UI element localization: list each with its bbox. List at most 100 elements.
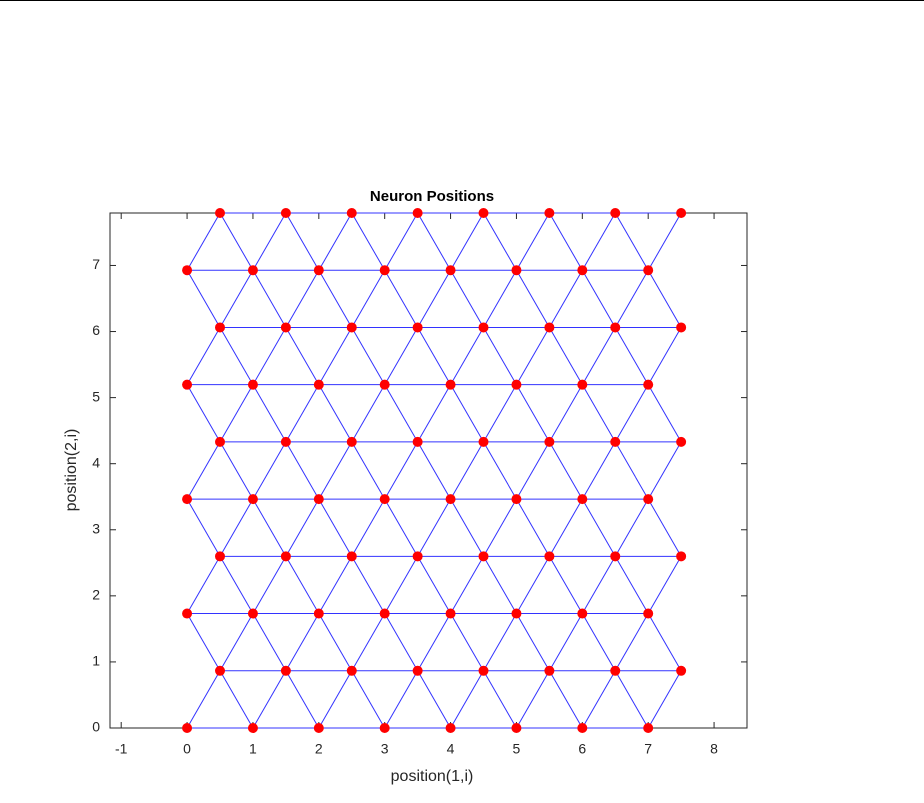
neighbor-link (318, 212, 353, 271)
neighbor-link (384, 384, 419, 443)
neuron (215, 665, 226, 676)
neighbor-link (351, 613, 386, 672)
neighbor-link (252, 441, 287, 500)
neuron (676, 436, 687, 447)
neuron (511, 494, 522, 505)
neuron (544, 208, 555, 218)
neighbor-link (417, 670, 452, 729)
neuron (511, 723, 522, 733)
neuron (379, 265, 390, 276)
neuron (577, 265, 588, 276)
neuron (346, 436, 357, 447)
neighbor-link (219, 212, 254, 271)
neighbor-link (417, 384, 452, 443)
neuron (313, 265, 324, 276)
neighbor-link (186, 327, 221, 385)
neighbor-link (417, 613, 452, 672)
y-tick-label: 4 (92, 454, 100, 470)
neighbor-link (548, 384, 583, 443)
neuron (215, 322, 226, 333)
neuron (412, 551, 423, 562)
plot-area (109, 212, 748, 729)
neighbor-link (483, 670, 517, 729)
neighbor-link (219, 670, 254, 729)
neighbor-link (252, 556, 287, 614)
neighbor-link (285, 212, 320, 271)
neuron (676, 322, 687, 333)
neuron (379, 494, 390, 505)
y-tick-label: 6 (92, 322, 100, 338)
neighbor-link (483, 269, 517, 328)
neighbor-link (647, 613, 682, 672)
neuron (478, 551, 489, 562)
neighbor-link (351, 384, 386, 443)
neuron (544, 551, 555, 562)
neighbor-link (318, 384, 353, 443)
neighbor-link (483, 384, 517, 443)
neighbor-link (483, 613, 517, 672)
y-tick-label: 0 (92, 719, 100, 735)
neighbor-link (548, 327, 583, 385)
neuron (610, 665, 621, 676)
neuron (445, 379, 456, 390)
chart-title: Neuron Positions (370, 188, 494, 205)
neuron (346, 322, 357, 333)
neuron (610, 208, 621, 218)
neighbor-link (450, 670, 484, 729)
neighbor-link (516, 384, 550, 443)
neighbor-link (417, 441, 452, 500)
neighbor-link (285, 327, 320, 385)
y-tick-label: 5 (92, 388, 100, 404)
neighbor-link (351, 670, 386, 729)
neighbor-link (516, 441, 550, 500)
neighbor-link (351, 212, 386, 271)
neighbor-link (614, 327, 649, 385)
neighbor-link (318, 441, 353, 500)
neuron (215, 551, 226, 562)
neighbor-link (417, 212, 452, 271)
neuron (577, 723, 588, 733)
neighbor-link (516, 212, 550, 271)
neighbor-link (450, 556, 484, 614)
neighbor-link (252, 212, 287, 271)
neuron (643, 723, 654, 733)
neighbor-link (351, 498, 386, 557)
neighbor-link (647, 498, 682, 557)
neighbor-link (581, 556, 616, 614)
x-tick-label: -1 (115, 741, 128, 757)
neighbor-link (647, 670, 682, 729)
neighbor-link (252, 384, 287, 443)
x-tick-label: 3 (381, 741, 389, 757)
neighbor-link (351, 556, 386, 614)
neighbor-link (417, 327, 452, 385)
neighbor-link (450, 498, 484, 557)
neighbor-link (252, 670, 287, 729)
neighbor-link (219, 327, 254, 385)
neighbor-link (614, 441, 649, 500)
neuron (676, 665, 687, 676)
neighbor-link (614, 556, 649, 614)
neuron (247, 723, 258, 733)
neuron (280, 322, 291, 333)
x-tick-label: 2 (315, 741, 323, 757)
neighbor-link (483, 212, 517, 271)
neighbor-link (548, 212, 583, 271)
y-tick-label: 1 (92, 653, 100, 669)
neuron (676, 208, 687, 218)
neighbor-link (384, 613, 419, 672)
neuron (445, 494, 456, 505)
neighbor-link (186, 613, 221, 672)
neighbor-link (417, 556, 452, 614)
neighbor-link (186, 670, 221, 729)
neuron (346, 208, 357, 218)
x-tick-label: 6 (578, 741, 586, 757)
neuron (445, 723, 456, 733)
neighbor-link (548, 269, 583, 328)
neighbor-link (252, 613, 287, 672)
neighbor-link (614, 384, 649, 443)
neighbor-link (384, 498, 419, 557)
neuron (247, 265, 258, 276)
neighbor-link (219, 384, 254, 443)
neuron (610, 551, 621, 562)
